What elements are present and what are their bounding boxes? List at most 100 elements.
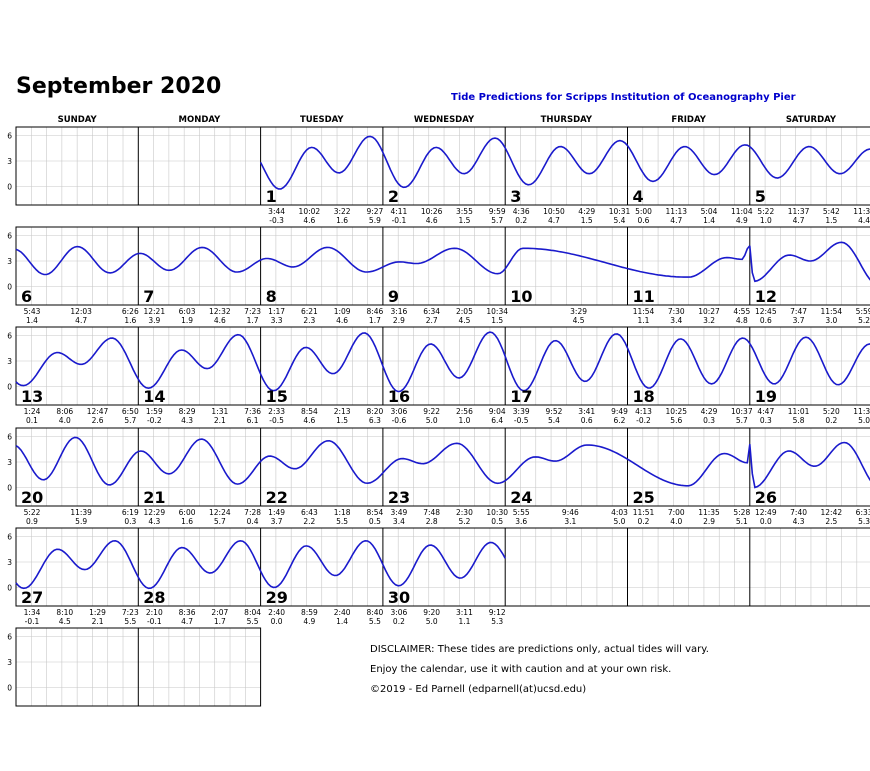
tide-height-label: 3.3 xyxy=(271,316,283,325)
day-number: 7 xyxy=(143,287,154,306)
tide-height-label: 0.2 xyxy=(393,617,405,626)
tide-height-label: 5.5 xyxy=(336,517,348,526)
tide-height-label: 4.6 xyxy=(214,316,226,325)
tide-curve xyxy=(259,332,384,392)
tide-height-label: 5.4 xyxy=(614,216,626,225)
tide-height-label: -0.5 xyxy=(269,416,284,425)
tide-height-label: 2.3 xyxy=(303,316,315,325)
tide-time-label: 10:27 xyxy=(698,307,720,316)
weekday-header: WEDNESDAY xyxy=(414,115,475,125)
calendar-row: 630 xyxy=(7,527,870,607)
tide-curve xyxy=(626,144,751,183)
tide-time-label: 3:11 xyxy=(456,608,473,617)
tide-time-label: 8:46 xyxy=(366,307,383,316)
tide-curve xyxy=(382,137,506,189)
tide-height-label: 1.1 xyxy=(458,617,470,626)
tide-time-label: 8:40 xyxy=(366,608,383,617)
day-number: 5 xyxy=(755,187,766,206)
tide-time-label: 5:22 xyxy=(24,508,41,517)
tide-height-label: 5.7 xyxy=(491,216,503,225)
tide-time-label: 7:23 xyxy=(122,608,139,617)
tide-time-label: 10:50 xyxy=(543,207,565,216)
tide-time-label: 4:47 xyxy=(757,407,774,416)
tide-time-label: 9:22 xyxy=(423,407,440,416)
tide-time-label: 4:55 xyxy=(733,307,750,316)
day-number: 10 xyxy=(510,287,532,306)
y-tick-label: 0 xyxy=(7,684,12,693)
tide-height-label: 5.8 xyxy=(793,416,805,425)
day-number: 15 xyxy=(266,387,288,406)
tide-time-label: 11:54 xyxy=(633,307,655,316)
tide-time-label: 10:37 xyxy=(731,407,753,416)
tide-time-label: 9:52 xyxy=(546,407,563,416)
tide-time-label: 7:40 xyxy=(790,508,807,517)
day-cell: 233:493.4 7:482.8 2:305.2 10:300.5 xyxy=(382,442,508,526)
tide-time-label: 5:22 xyxy=(757,207,774,216)
tide-time-label: 10:26 xyxy=(421,207,443,216)
tide-height-label: 5.5 xyxy=(369,617,381,626)
day-cell: 163:06-0.6 9:225.0 2:561.0 9:046.4 xyxy=(382,331,506,425)
day-cell: 303:060.2 9:205.0 3:111.1 9:125.3 xyxy=(382,541,506,626)
tide-height-label: 2.5 xyxy=(825,517,837,526)
day-number: 9 xyxy=(388,287,399,306)
tide-height-label: 1.6 xyxy=(336,216,348,225)
tide-height-label: 2.9 xyxy=(393,316,405,325)
tide-time-label: 2:10 xyxy=(146,608,163,617)
tide-height-label: 3.9 xyxy=(148,316,160,325)
tide-height-label: 1.4 xyxy=(703,216,715,225)
tide-curve xyxy=(15,337,140,387)
tide-height-label: 5.7 xyxy=(124,416,136,425)
day-number: 8 xyxy=(266,287,277,306)
tide-time-label: 4:03 xyxy=(611,508,628,517)
tide-height-label: 5.6 xyxy=(670,416,682,425)
tide-time-label: 9:27 xyxy=(366,207,383,216)
tide-time-label: 6:19 xyxy=(122,508,139,517)
day-cell: 65:431.4 12:034.7 6:261.6 xyxy=(15,245,139,325)
tide-time-label: 6:33 xyxy=(856,508,870,517)
tide-time-label: 5:55 xyxy=(513,508,530,517)
tide-time-label: 1:49 xyxy=(268,508,285,517)
tide-height-label: 5.3 xyxy=(491,617,503,626)
tide-time-label: 6:21 xyxy=(301,307,318,316)
tide-height-label: 1.4 xyxy=(26,316,38,325)
day-number: 29 xyxy=(266,588,288,607)
tide-time-label: 2:40 xyxy=(268,608,285,617)
tide-height-label: 0.5 xyxy=(369,517,381,526)
calendar-row: 630 xyxy=(7,126,870,206)
tide-time-label: 6:43 xyxy=(301,508,318,517)
tide-time-label: 12:32 xyxy=(209,307,231,316)
tide-time-label: 5:04 xyxy=(701,207,718,216)
y-tick-label: 0 xyxy=(7,584,12,593)
tide-time-label: 5:00 xyxy=(635,207,652,216)
day-number: 19 xyxy=(755,387,777,406)
day-cell: 13:44-0.3 10:024.6 3:221.6 9:275.9 xyxy=(259,135,384,225)
tide-time-label: 11:13 xyxy=(665,207,687,216)
tide-height-label: 4.6 xyxy=(303,216,315,225)
y-tick-label: 0 xyxy=(7,383,12,392)
tide-height-label: 4.3 xyxy=(181,416,193,425)
weekday-header: THURSDAY xyxy=(541,115,593,125)
tide-height-label: 5.3 xyxy=(858,517,870,526)
day-cell: 24:11-0.1 10:264.6 3:551.5 9:595.7 xyxy=(382,137,506,225)
tide-time-label: 4:36 xyxy=(513,207,530,216)
tide-height-label: 0.2 xyxy=(515,216,527,225)
tide-height-label: -0.1 xyxy=(147,617,162,626)
weekday-header: TUESDAY xyxy=(300,115,344,125)
tide-height-label: 1.7 xyxy=(247,316,259,325)
tide-height-label: 1.0 xyxy=(760,216,772,225)
tide-height-label: 4.5 xyxy=(458,316,470,325)
tide-height-label: 1.7 xyxy=(369,316,381,325)
tide-time-label: 8:20 xyxy=(366,407,383,416)
calendar-row: 630 xyxy=(7,226,870,306)
tide-height-label: 4.0 xyxy=(670,517,682,526)
tide-height-label: 5.7 xyxy=(214,517,226,526)
day-number: 21 xyxy=(143,488,165,507)
tide-time-label: 7:48 xyxy=(423,508,440,517)
tide-height-label: -0.2 xyxy=(147,416,162,425)
day-cell: 282:10-0.1 8:364.7 2:071.7 8:045.5 xyxy=(137,539,262,626)
weekday-header: FRIDAY xyxy=(671,115,706,125)
y-tick-label: 0 xyxy=(7,484,12,493)
